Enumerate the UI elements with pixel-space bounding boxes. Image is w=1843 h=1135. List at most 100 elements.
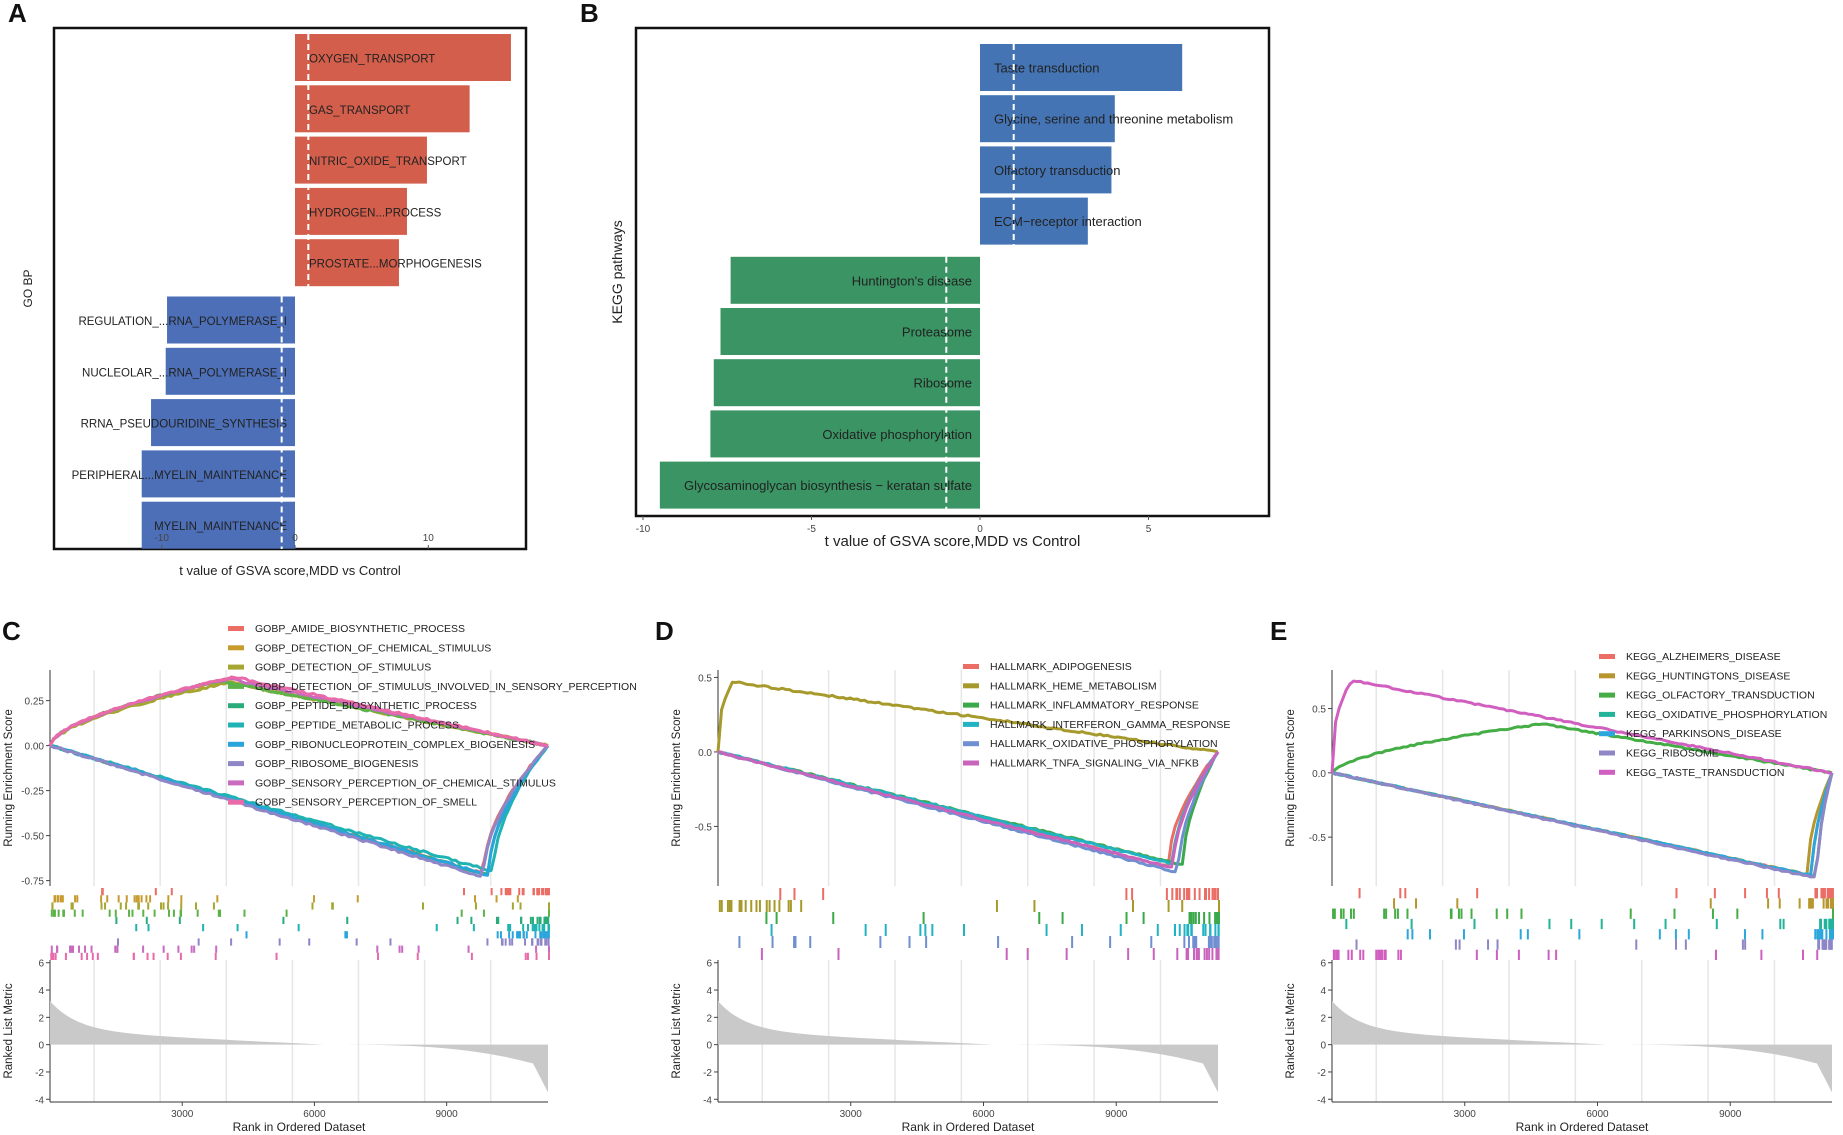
hit-mark xyxy=(275,952,278,960)
hit-mark xyxy=(1831,918,1834,930)
hit-mark xyxy=(1178,888,1181,900)
hit-mark xyxy=(1454,939,1457,950)
hit-mark xyxy=(507,888,510,896)
hit-mark xyxy=(1782,918,1785,930)
hit-mark xyxy=(1214,888,1217,900)
hit-mark xyxy=(243,909,246,917)
hit-mark xyxy=(509,888,512,896)
hit-mark xyxy=(1411,929,1414,940)
hit-mark xyxy=(532,924,535,932)
bar-label: PROSTATE...MORPHOGENESIS xyxy=(309,259,482,271)
hit-mark xyxy=(543,924,546,932)
legend-swatch xyxy=(963,664,979,669)
bar xyxy=(167,296,295,344)
hit-mark xyxy=(50,945,53,953)
hit-mark xyxy=(1350,949,1353,960)
hit-mark xyxy=(115,916,118,924)
hit-mark xyxy=(1142,912,1145,924)
enrichment-curve xyxy=(48,675,549,748)
hit-mark xyxy=(355,938,358,946)
hit-mark xyxy=(216,895,219,903)
hit-mark xyxy=(170,888,173,896)
bar xyxy=(730,256,980,304)
hit-mark xyxy=(800,900,803,912)
hit-mark xyxy=(1188,888,1191,900)
legend-swatch xyxy=(1599,750,1615,756)
hit-mark xyxy=(196,909,199,917)
hit-mark xyxy=(90,945,93,953)
hit-mark xyxy=(1831,898,1834,909)
hit-mark xyxy=(1475,949,1478,960)
hit-mark xyxy=(545,938,548,946)
hit-mark xyxy=(422,902,425,910)
hit-mark xyxy=(1203,948,1206,960)
hit-mark xyxy=(217,909,220,917)
metric-tick-label: 2 xyxy=(38,1013,44,1024)
hit-mark xyxy=(1821,929,1824,940)
hit-mark xyxy=(1174,924,1177,936)
hit-mark xyxy=(1080,924,1083,936)
hit-mark xyxy=(1406,929,1409,940)
hit-mark xyxy=(1828,918,1831,930)
hit-mark xyxy=(356,895,359,903)
hit-mark xyxy=(278,938,281,946)
hit-mark xyxy=(500,938,503,946)
hit-mark xyxy=(1457,908,1460,919)
hit-mark xyxy=(1202,924,1205,936)
hit-mark xyxy=(1197,948,1200,960)
hit-mark xyxy=(770,924,773,936)
hit-mark xyxy=(1165,888,1168,900)
hit-mark xyxy=(1198,888,1201,900)
metric-tick-label: 6 xyxy=(1320,959,1326,970)
hit-mark xyxy=(1820,888,1823,899)
hit-mark xyxy=(908,936,911,948)
hit-mark xyxy=(544,888,547,896)
hit-mark xyxy=(1209,936,1212,948)
hit-mark xyxy=(128,909,131,917)
hit-mark xyxy=(1675,888,1678,899)
hit-mark xyxy=(995,900,998,912)
legend-swatch xyxy=(228,741,244,747)
hit-mark xyxy=(1033,900,1036,912)
hit-mark xyxy=(59,895,62,903)
hit-mark xyxy=(1830,929,1833,940)
hit-mark xyxy=(1381,949,1384,960)
hit-mark xyxy=(1830,939,1833,950)
hit-mark xyxy=(1375,949,1378,960)
hit-mark xyxy=(778,900,781,912)
hit-mark xyxy=(542,931,545,939)
hit-mark xyxy=(1674,929,1677,940)
hit-mark xyxy=(57,909,60,917)
metric-axis-label: Ranked List Metric xyxy=(3,983,15,1078)
hit-mark xyxy=(499,931,502,939)
legend-label: GOBP_PEPTIDE_BIOSYNTHETIC_PROCESS xyxy=(255,700,477,712)
legend-label: KEGG_HUNTINGTONS_DISEASE xyxy=(1626,670,1790,682)
hit-mark xyxy=(522,924,525,932)
hit-mark xyxy=(114,945,117,953)
metric-tick-label: 0 xyxy=(38,1041,44,1052)
hit-mark xyxy=(793,888,796,900)
hit-mark xyxy=(1555,949,1558,960)
hit-mark xyxy=(214,952,217,960)
hit-mark xyxy=(720,900,723,912)
hit-mark xyxy=(168,909,171,917)
ranked-metric-area xyxy=(718,1001,1218,1093)
bar-label: OXYGEN_TRANSPORT xyxy=(309,54,435,66)
hit-mark xyxy=(152,952,155,960)
hit-mark xyxy=(1340,908,1343,919)
hit-mark xyxy=(135,895,138,903)
hit-mark xyxy=(744,900,747,912)
hit-mark xyxy=(1005,948,1008,960)
hit-mark xyxy=(1167,900,1170,912)
hit-mark xyxy=(1359,949,1362,960)
hit-mark xyxy=(837,948,840,960)
hit-mark xyxy=(145,895,148,903)
hit-mark xyxy=(1394,908,1397,919)
bar-label: GAS_TRANSPORT xyxy=(309,105,410,117)
legend-label: KEGG_OLFACTORY_TRANSDUCTION xyxy=(1626,690,1815,702)
hit-mark xyxy=(507,924,510,932)
bar-label: Ribosome xyxy=(913,376,972,391)
hit-mark xyxy=(1195,948,1198,960)
hit-mark xyxy=(308,938,311,946)
